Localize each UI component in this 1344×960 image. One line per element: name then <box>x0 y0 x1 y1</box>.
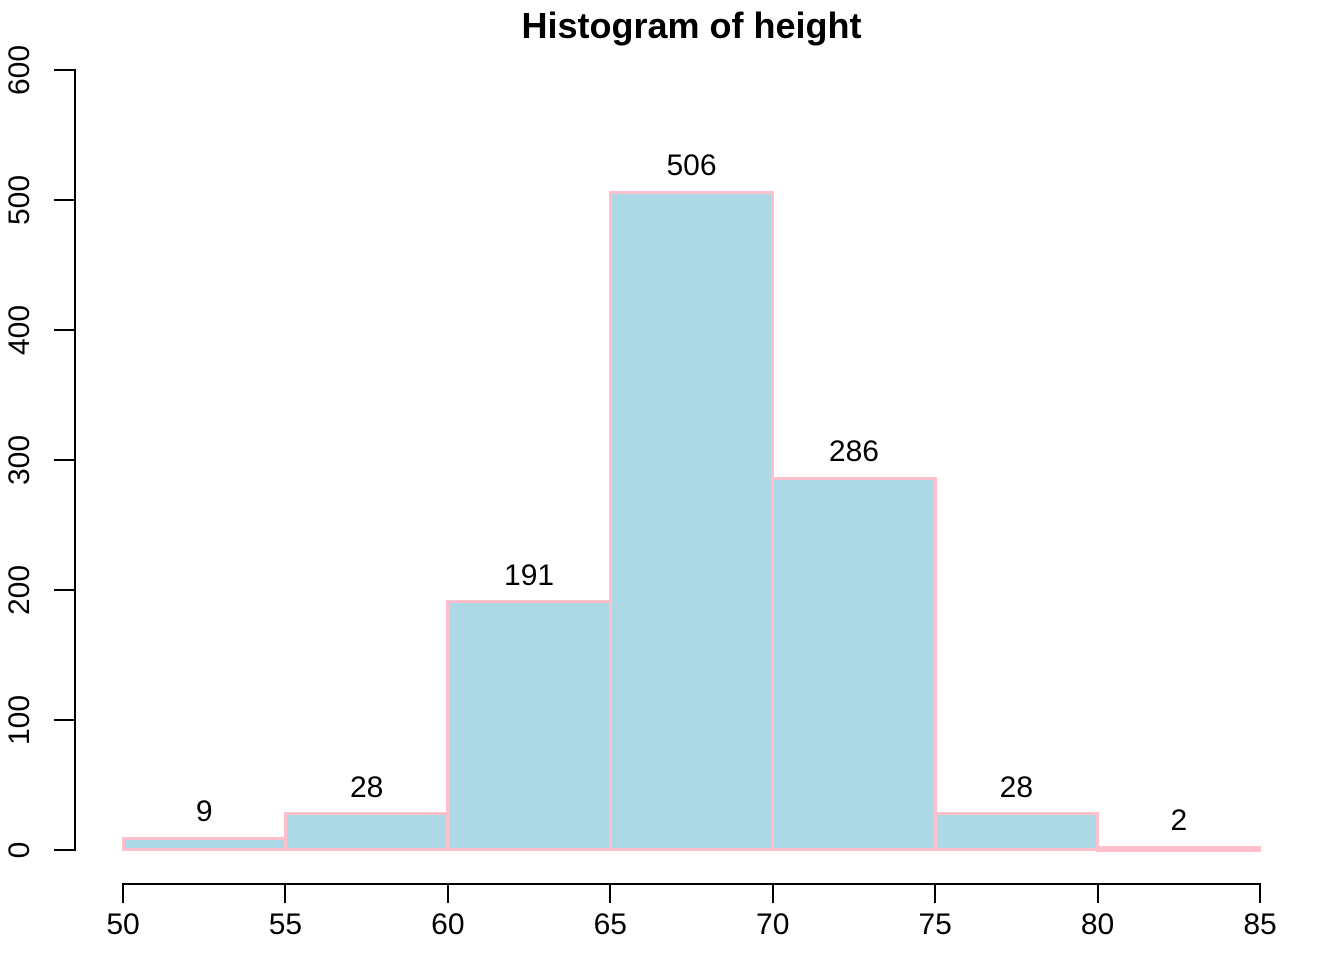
bar-count-label: 286 <box>828 435 879 469</box>
x-axis-tick <box>1096 883 1099 903</box>
y-axis-tick <box>54 459 74 461</box>
bar-count-label: 28 <box>349 770 384 804</box>
histogram-bar <box>446 600 612 852</box>
x-tick-label: 75 <box>918 908 952 941</box>
x-tick-label: 50 <box>106 908 140 941</box>
y-tick-label: 300 <box>3 434 36 486</box>
y-axis-tick <box>54 719 74 721</box>
x-axis-tick <box>122 883 124 903</box>
x-axis-tick <box>284 883 287 903</box>
x-tick-label: 65 <box>593 908 627 941</box>
y-axis-tick <box>54 199 74 201</box>
y-tick-label: 500 <box>3 174 36 226</box>
histogram-bar <box>283 812 450 852</box>
y-axis-tick <box>54 849 74 851</box>
bar-count-label: 28 <box>999 770 1034 804</box>
y-axis-tick <box>54 69 74 71</box>
x-tick-label: 60 <box>431 908 465 941</box>
x-axis-tick <box>609 883 612 903</box>
x-axis-tick <box>1259 883 1261 903</box>
x-axis-tick <box>934 883 937 903</box>
x-tick-label: 55 <box>268 908 303 941</box>
y-axis-line <box>74 69 76 851</box>
x-tick-label: 80 <box>1080 908 1115 941</box>
y-axis-tick <box>54 589 74 591</box>
bar-count-label: 191 <box>504 558 555 592</box>
bar-count-label: 506 <box>666 149 717 183</box>
y-tick-label: 100 <box>3 694 36 746</box>
x-axis-line <box>122 883 1261 885</box>
y-tick-label: 600 <box>3 44 36 96</box>
x-tick-label: 70 <box>756 908 790 941</box>
y-axis-tick <box>54 329 74 331</box>
bar-count-label: 9 <box>195 795 213 829</box>
x-tick-label: 85 <box>1243 908 1277 941</box>
y-tick-label: 200 <box>3 564 36 616</box>
x-axis-tick <box>446 883 449 903</box>
x-axis-tick <box>771 883 774 903</box>
histogram-bar <box>933 812 1100 852</box>
histogram-bar <box>608 190 775 852</box>
y-tick-label: 0 <box>3 841 36 859</box>
histogram-bar <box>1096 845 1262 852</box>
bar-count-label: 2 <box>1170 804 1188 838</box>
histogram-bar <box>121 836 287 852</box>
y-tick-label: 400 <box>3 304 36 356</box>
chart-title: Histogram of height <box>521 5 862 46</box>
histogram-bar <box>771 476 937 852</box>
